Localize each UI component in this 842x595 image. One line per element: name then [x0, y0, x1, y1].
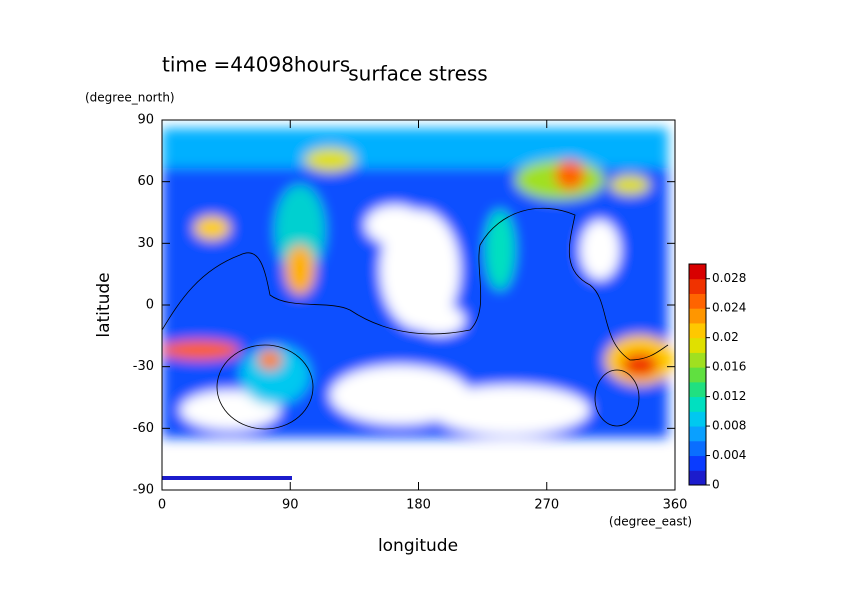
x-axis-label: longitude [378, 536, 458, 556]
colorbar-frame [688, 263, 707, 486]
y-tick-label: -90 [133, 483, 154, 498]
colorbar-label: 0.024 [712, 301, 746, 315]
x-tick-label: 270 [534, 498, 559, 513]
x-axis-unit: (degree_east) [609, 515, 692, 529]
colorbar-band [689, 470, 706, 486]
colorbar-label: 0.012 [712, 389, 746, 403]
colorbar-band [689, 426, 706, 442]
y-tick-label: 30 [137, 236, 154, 251]
colorbar-label: 0.008 [712, 419, 746, 433]
colorbar-label: 0.028 [712, 271, 746, 285]
colorbar-band [689, 352, 706, 368]
chart-subtitle: time =44098hours [162, 53, 350, 77]
colorbar-label: 0 [712, 478, 720, 492]
colorbar-band [689, 455, 706, 471]
y-tick-label: 60 [137, 174, 154, 189]
colorbar-band [689, 381, 706, 398]
y-tick-label: -60 [133, 421, 154, 436]
colorbar-label: 0.004 [712, 448, 746, 462]
colorbar-label: 0.02 [712, 330, 739, 344]
colorbar-band [689, 440, 706, 457]
y-axis-label: latitude [94, 272, 114, 337]
colorbar-band [689, 396, 706, 412]
colorbar-band [689, 264, 706, 280]
colorbar-band [689, 337, 706, 353]
colorbar-band [689, 278, 706, 294]
colorbar-band [689, 367, 706, 383]
contour-field [162, 128, 675, 480]
x-tick-label: 0 [158, 498, 166, 513]
colorbar-label: 0.016 [712, 360, 746, 374]
x-tick-label: 360 [663, 498, 688, 513]
y-axis-unit: (degree_north) [85, 91, 175, 105]
y-tick-label: -30 [133, 359, 154, 374]
colorbar-band [689, 322, 706, 339]
colorbar-band [689, 411, 706, 427]
colorbar-band [689, 293, 706, 309]
x-tick-label: 180 [406, 498, 431, 513]
colorbar-band [689, 308, 706, 324]
y-tick-label: 0 [146, 298, 154, 313]
x-tick-label: 90 [282, 498, 299, 513]
chart-title: surface stress [348, 62, 487, 86]
y-tick-label: 90 [137, 113, 154, 128]
